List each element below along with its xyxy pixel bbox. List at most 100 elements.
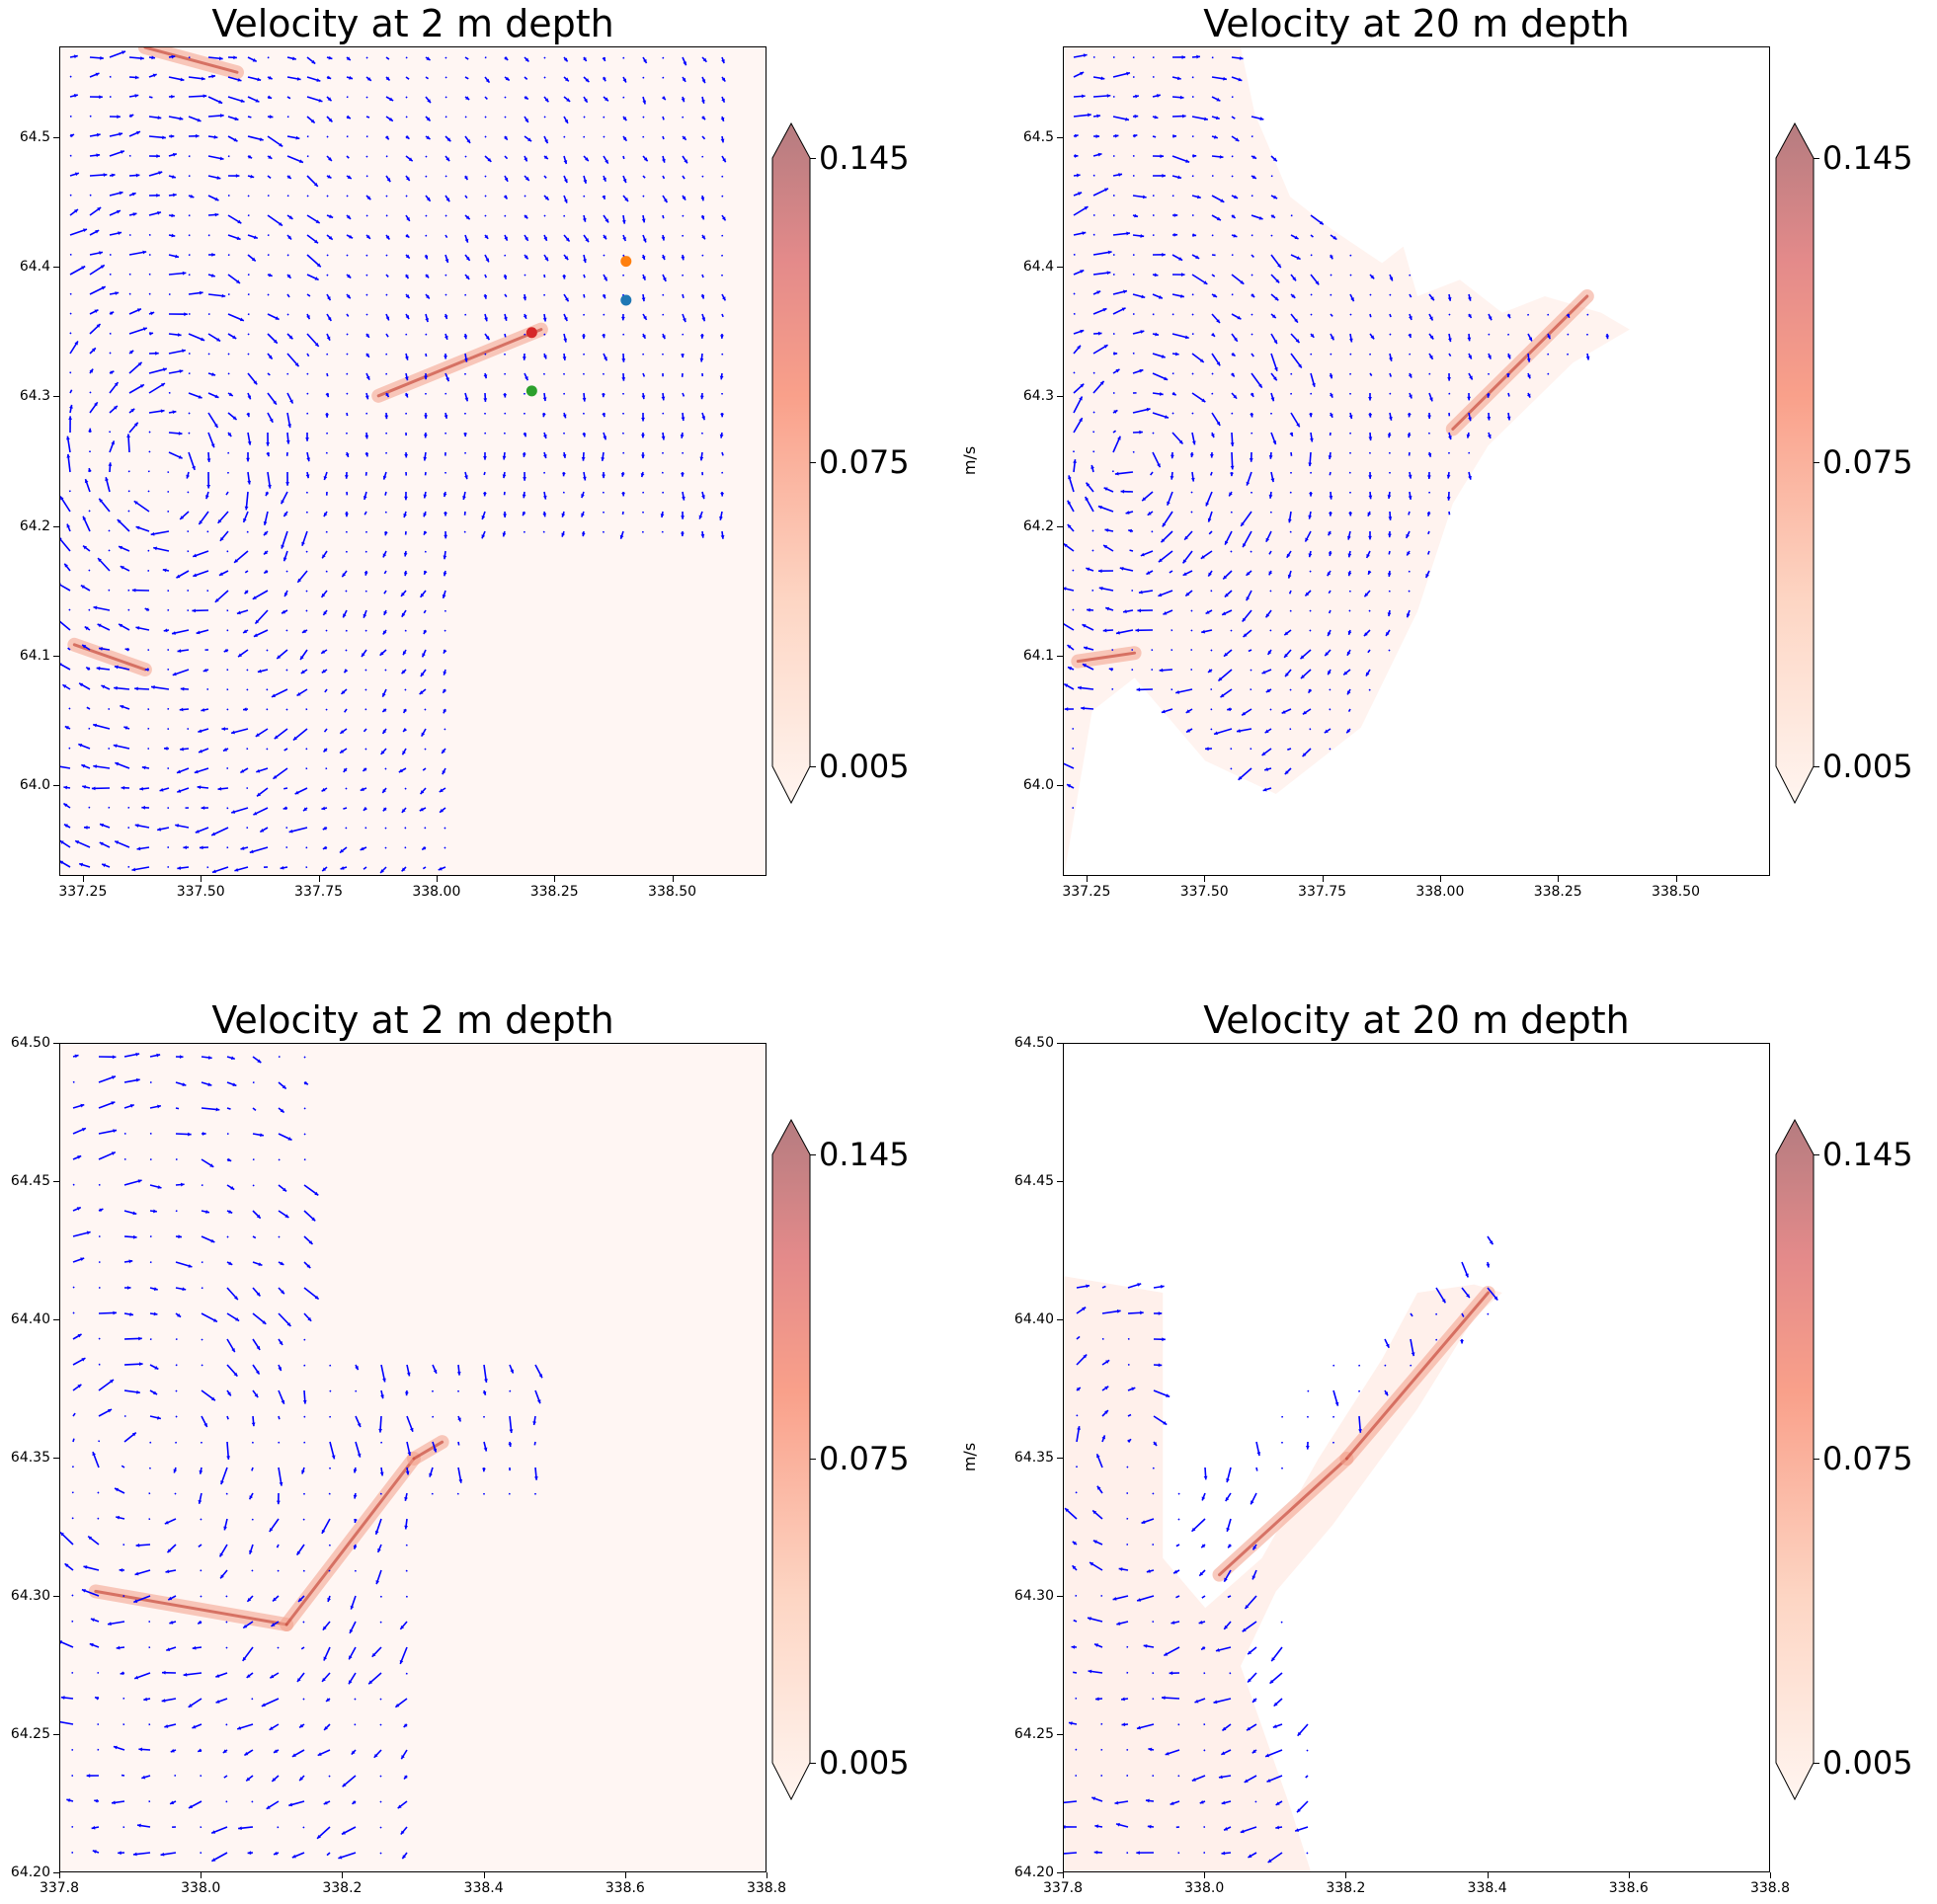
velocity-arrow-head — [401, 1755, 405, 1760]
velocity-arrow-head — [502, 532, 507, 537]
velocity-arrow-head — [171, 94, 175, 99]
velocity-arrow-head — [423, 434, 428, 438]
velocity-field — [60, 1044, 766, 1871]
velocity-arrow-head — [201, 806, 205, 811]
velocity-arrow-head — [404, 1525, 409, 1530]
velocity-arrow-head — [192, 465, 196, 470]
velocity-arrow-head — [1131, 1387, 1136, 1391]
velocity-arrow — [354, 1698, 357, 1701]
y-tick-mark — [53, 1872, 59, 1873]
x-tick-label: 338.0 — [181, 1880, 221, 1896]
velocity-arrow-head — [81, 1589, 86, 1593]
velocity-arrow-head — [585, 238, 589, 243]
velocity-arrow — [127, 490, 130, 493]
velocity-arrow-head — [198, 1499, 202, 1504]
speed-highlight-core — [376, 328, 543, 398]
velocity-arrow-head — [1198, 1620, 1203, 1625]
velocity-arrow — [266, 748, 269, 751]
velocity-arrow — [542, 530, 545, 533]
velocity-arrow-head — [1224, 1827, 1229, 1831]
velocity-arrow-head — [542, 513, 547, 517]
velocity-arrow-head — [242, 1656, 247, 1661]
y-tick-mark — [53, 267, 59, 269]
velocity-arrow — [175, 1210, 178, 1213]
velocity-arrow-head — [282, 1084, 286, 1089]
velocity-arrow-head — [1138, 590, 1143, 595]
y-tick-mark — [1057, 1872, 1063, 1873]
velocity-arrow-head — [1073, 459, 1077, 463]
velocity-arrow-head — [248, 154, 253, 159]
velocity-arrow-head — [236, 236, 241, 241]
velocity-arrow-head — [682, 196, 686, 200]
velocity-arrow-head — [1295, 339, 1300, 344]
velocity-arrow-head — [253, 633, 258, 637]
velocity-arrow-head — [119, 1568, 123, 1572]
velocity-arrow — [267, 56, 270, 59]
velocity-arrow-head — [1447, 377, 1452, 381]
velocity-arrow-head — [1426, 512, 1431, 516]
velocity-arrow-head — [1488, 316, 1493, 321]
velocity-arrow-head — [524, 157, 527, 162]
velocity-arrow-head — [622, 78, 626, 83]
velocity-arrow-head — [128, 1259, 133, 1264]
velocity-arrow-head — [322, 867, 327, 872]
velocity-arrow-head — [243, 629, 248, 633]
velocity-arrow-head — [203, 1422, 207, 1427]
velocity-arrow — [226, 609, 229, 612]
velocity-arrow-head — [386, 178, 391, 183]
velocity-arrow-head — [463, 335, 468, 340]
velocity-arrow-head — [700, 335, 704, 339]
velocity-arrow-head — [1506, 314, 1511, 319]
y-tick-label: 64.4 — [1022, 259, 1054, 276]
velocity-arrow-head — [1173, 1569, 1178, 1574]
velocity-arrow — [346, 412, 349, 417]
velocity-arrow-head — [1332, 235, 1337, 240]
x-tick-label: 337.8 — [1042, 1880, 1084, 1896]
velocity-arrow-head — [1178, 257, 1183, 261]
velocity-arrow-head — [79, 682, 84, 687]
velocity-arrow-head — [211, 372, 216, 376]
x-tick-label: 338.8 — [1749, 1880, 1791, 1896]
velocity-arrow-head — [1460, 1339, 1464, 1344]
velocity-arrow-head — [663, 198, 668, 203]
velocity-arrow-head — [322, 1677, 326, 1682]
velocity-arrow-head — [1274, 296, 1279, 301]
velocity-arrow — [345, 629, 348, 632]
velocity-arrow-head — [266, 1805, 271, 1809]
velocity-arrow-head — [1298, 363, 1302, 368]
velocity-arrow — [1231, 155, 1234, 158]
velocity-arrow-head — [357, 1453, 362, 1458]
velocity-arrow-head — [342, 573, 346, 578]
velocity-arrow — [207, 353, 210, 356]
colorbar-gradient — [1775, 1119, 1815, 1800]
velocity-arrow — [1211, 274, 1216, 278]
velocity-arrow-head — [444, 415, 448, 419]
velocity-arrow-head — [1329, 255, 1333, 260]
velocity-arrow-head — [1256, 1452, 1261, 1457]
velocity-arrow-head — [268, 273, 273, 278]
velocity-arrow — [303, 1364, 306, 1367]
velocity-arrow-head — [400, 1625, 405, 1629]
velocity-arrow — [252, 1107, 257, 1112]
velocity-arrow-head — [1370, 335, 1375, 340]
velocity-arrow-head — [1067, 784, 1072, 788]
velocity-arrow-head — [129, 1312, 133, 1316]
velocity-arrow-head — [1095, 1697, 1099, 1702]
velocity-arrow-head — [170, 1748, 175, 1753]
velocity-arrow-head — [66, 523, 71, 528]
velocity-arrow — [266, 649, 269, 652]
velocity-arrow — [1269, 590, 1272, 593]
velocity-arrow-head — [353, 1468, 358, 1473]
velocity-arrow-head — [1071, 1644, 1076, 1649]
velocity-arrow-head — [1506, 416, 1511, 421]
velocity-arrow-head — [643, 58, 647, 63]
velocity-arrow — [365, 155, 368, 158]
velocity-arrow — [504, 412, 507, 415]
y-tick-label: 64.20 — [1013, 1864, 1054, 1880]
velocity-arrow-head — [1064, 587, 1067, 592]
velocity-arrow — [1310, 293, 1313, 296]
velocity-arrow-head — [1262, 787, 1267, 792]
velocity-arrow-head — [81, 764, 86, 768]
x-tick-label: 338.50 — [1652, 884, 1701, 900]
velocity-arrow-head — [1096, 1485, 1101, 1490]
